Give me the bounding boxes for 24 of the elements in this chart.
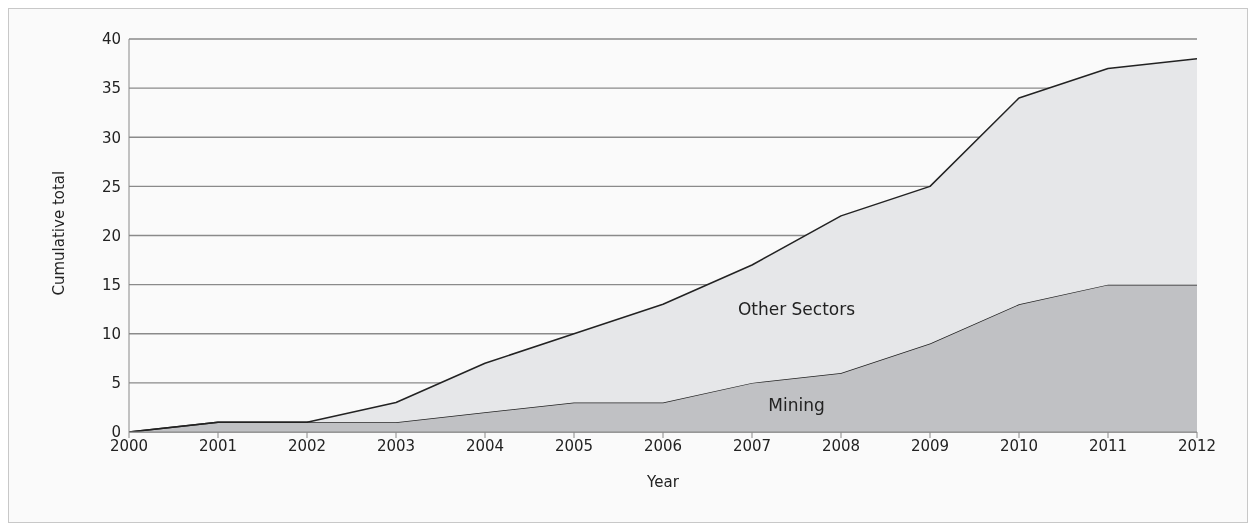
x-tick-label: 2006 xyxy=(643,436,683,455)
y-tick-label: 15 xyxy=(101,275,121,294)
y-tick-label: 5 xyxy=(111,374,121,393)
x-axis-title: Year xyxy=(646,473,680,491)
x-tick-label: 2003 xyxy=(376,436,416,455)
x-tick-label: 2005 xyxy=(554,436,594,455)
x-tick-label: 2001 xyxy=(198,436,238,455)
x-tick-label: 2011 xyxy=(1088,436,1128,455)
x-tick-label: 2009 xyxy=(910,436,950,455)
x-tick-label: 2008 xyxy=(821,436,861,455)
series-label: Other Sectors xyxy=(737,299,856,320)
series-label: Mining xyxy=(768,395,825,416)
x-tick-label: 2012 xyxy=(1177,436,1217,455)
y-tick-label: 10 xyxy=(101,325,121,344)
x-tick-label: 2002 xyxy=(287,436,327,455)
y-axis-title: Cumulative total xyxy=(50,170,69,296)
y-tick-label: 35 xyxy=(101,79,121,98)
y-tick-label: 20 xyxy=(101,226,121,245)
x-tick-label: 2010 xyxy=(999,436,1039,455)
y-tick-label: 30 xyxy=(101,128,121,147)
x-tick-label: 2004 xyxy=(465,436,505,455)
y-tick-label: 40 xyxy=(101,30,121,49)
x-tick-label: 2007 xyxy=(732,436,772,455)
y-tick-label: 25 xyxy=(101,177,121,196)
